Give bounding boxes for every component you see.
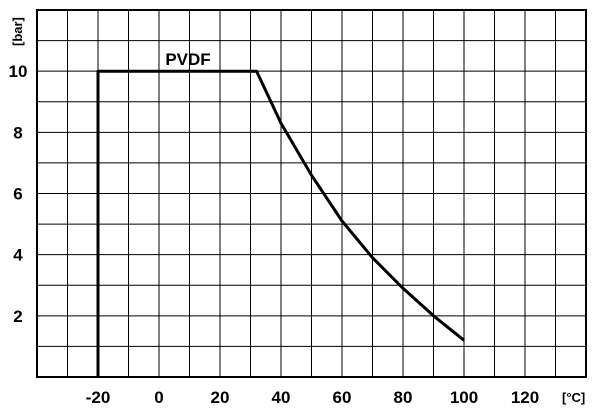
- x-tick-label: -20: [86, 388, 111, 407]
- y-tick-label: 2: [13, 307, 22, 326]
- x-tick-label: 0: [154, 388, 163, 407]
- x-tick-label: 100: [450, 388, 478, 407]
- plot-frame: [36, 9, 587, 378]
- x-tick-label: 40: [272, 388, 291, 407]
- y-tick-label: 10: [9, 62, 28, 81]
- grid: [37, 10, 586, 377]
- x-tick-label: 20: [211, 388, 230, 407]
- x-tick-label: 60: [333, 388, 352, 407]
- y-tick-label: 6: [13, 185, 22, 204]
- y-unit-label: [bar]: [10, 17, 25, 46]
- x-unit-label: [°C]: [562, 390, 585, 405]
- series-line-pvdf: [96, 69, 465, 377]
- tick-labels: -20 0 20 40 60 80 100 120 2 4 6 8 10: [9, 62, 540, 407]
- y-tick-label: 4: [13, 246, 23, 265]
- x-tick-label: 120: [511, 388, 539, 407]
- y-tick-label: 8: [13, 123, 22, 142]
- series-label-pvdf: PVDF: [165, 50, 210, 69]
- x-tick-label: 80: [394, 388, 413, 407]
- series-layer: PVDF: [96, 50, 465, 377]
